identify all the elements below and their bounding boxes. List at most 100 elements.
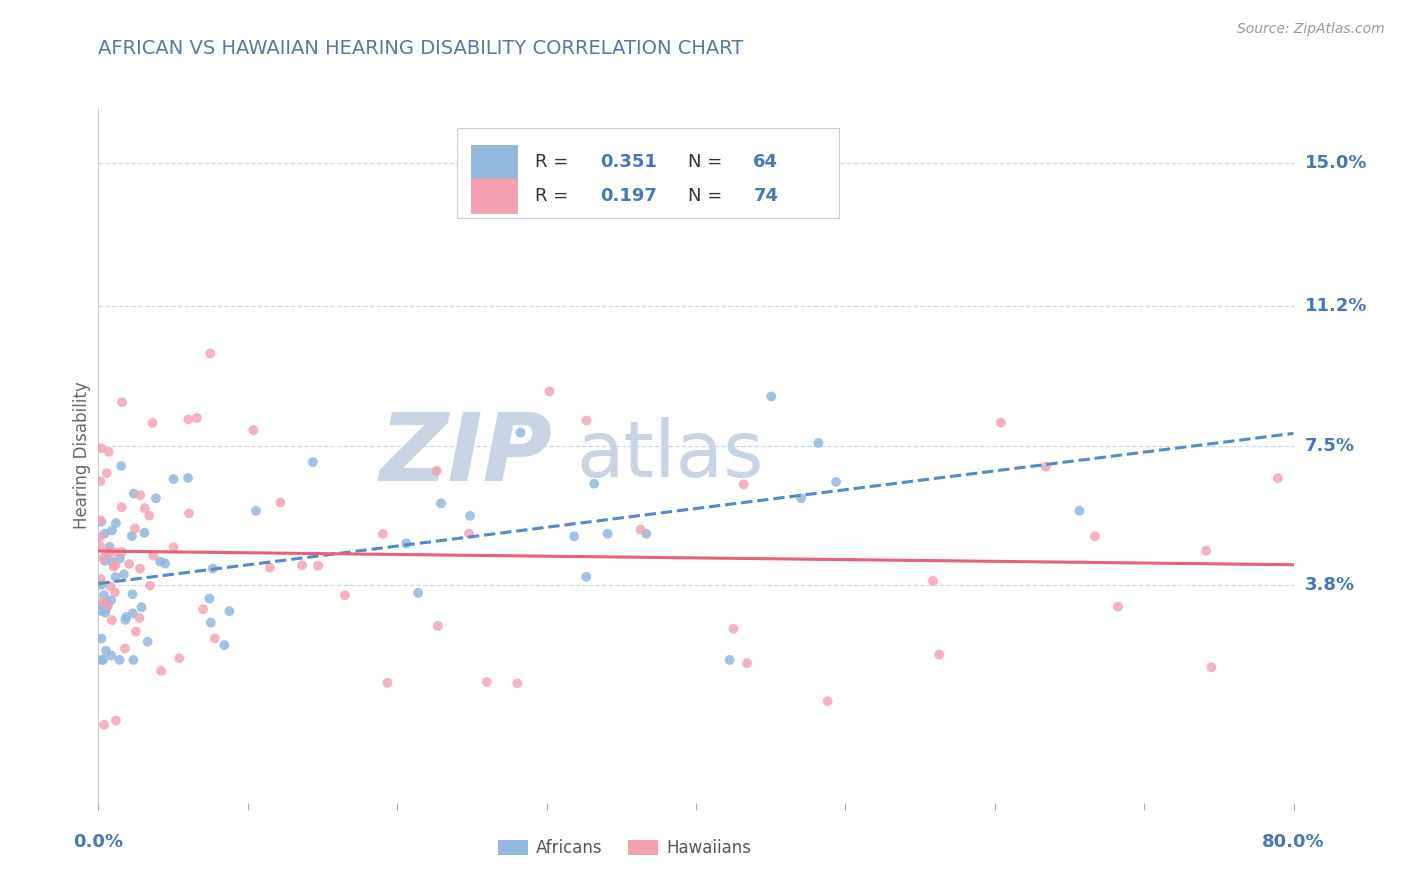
Text: N =: N =: [688, 153, 727, 171]
Point: [111, 500, 134, 515]
Point: [100, 593, 122, 607]
Point: [145, 491, 167, 506]
Point: [101, 613, 124, 627]
Bar: [471, 178, 517, 213]
Point: [136, 634, 159, 648]
Text: 64: 64: [754, 153, 779, 171]
Point: [89, 475, 111, 489]
Point: [105, 545, 128, 559]
Point: [90, 578, 112, 592]
Point: [94, 644, 117, 658]
Point: [134, 501, 156, 516]
Text: 11.2%: 11.2%: [1305, 297, 1367, 316]
Legend: Africans, Hawaiians: Africans, Hawaiians: [491, 833, 758, 864]
Point: [129, 488, 152, 502]
Point: [122, 653, 145, 667]
Point: [108, 653, 131, 667]
Point: [475, 675, 498, 690]
Point: [93, 551, 115, 566]
Text: N =: N =: [688, 186, 727, 205]
Point: [430, 496, 453, 510]
Y-axis label: Hearing Disability: Hearing Disability: [73, 381, 91, 529]
Point: [291, 558, 314, 573]
Point: [1069, 504, 1091, 518]
Bar: [471, 145, 517, 179]
Point: [98, 579, 121, 593]
Point: [395, 536, 418, 550]
Point: [1195, 543, 1218, 558]
Point: [121, 587, 143, 601]
Point: [718, 653, 741, 667]
Point: [269, 495, 291, 509]
Point: [90, 604, 112, 618]
Text: AFRICAN VS HAWAIIAN HEARING DISABILITY CORRELATION CHART: AFRICAN VS HAWAIIAN HEARING DISABILITY C…: [98, 39, 744, 58]
Text: atlas: atlas: [576, 417, 763, 493]
Point: [928, 648, 950, 662]
Point: [735, 657, 758, 671]
Point: [177, 412, 200, 426]
Point: [101, 554, 124, 568]
Point: [538, 384, 561, 399]
Point: [114, 613, 136, 627]
Point: [426, 619, 449, 633]
Point: [128, 611, 150, 625]
Point: [122, 486, 145, 500]
Point: [111, 545, 134, 559]
Point: [204, 632, 226, 646]
Point: [129, 561, 152, 575]
Point: [307, 558, 329, 573]
Point: [153, 557, 176, 571]
Point: [218, 604, 240, 618]
Point: [89, 539, 111, 553]
Point: [142, 416, 165, 430]
Point: [93, 588, 115, 602]
Point: [193, 602, 215, 616]
Point: [104, 558, 127, 573]
Point: [94, 554, 117, 568]
Point: [91, 594, 114, 608]
Point: [118, 557, 141, 571]
Point: [104, 585, 127, 599]
Point: [89, 572, 111, 586]
Point: [242, 423, 264, 437]
Point: [104, 714, 127, 728]
Point: [509, 425, 531, 440]
Point: [149, 555, 172, 569]
Point: [575, 570, 598, 584]
Point: [817, 694, 839, 708]
Point: [1267, 471, 1289, 485]
Point: [1107, 599, 1129, 614]
Point: [990, 416, 1012, 430]
Point: [110, 458, 132, 473]
Point: [1035, 459, 1057, 474]
Point: [200, 615, 222, 630]
Point: [134, 525, 156, 540]
Text: ZIP: ZIP: [380, 409, 553, 501]
Point: [96, 466, 118, 480]
Point: [90, 632, 112, 646]
Point: [630, 523, 652, 537]
Point: [825, 475, 848, 489]
Point: [301, 455, 323, 469]
Text: 0.351: 0.351: [600, 153, 657, 171]
Point: [142, 549, 165, 563]
Point: [112, 567, 135, 582]
Point: [94, 601, 117, 615]
Point: [198, 591, 221, 606]
Point: [91, 653, 114, 667]
Text: 7.5%: 7.5%: [1305, 436, 1354, 455]
Point: [458, 526, 481, 541]
Point: [575, 413, 598, 427]
FancyBboxPatch shape: [457, 128, 839, 219]
Point: [94, 606, 117, 620]
Point: [377, 675, 399, 690]
Point: [177, 471, 200, 485]
Point: [1084, 529, 1107, 543]
Point: [125, 624, 148, 639]
Point: [733, 477, 755, 491]
Point: [150, 664, 173, 678]
Point: [790, 491, 813, 506]
Point: [103, 559, 125, 574]
Point: [562, 529, 585, 543]
Point: [214, 638, 236, 652]
